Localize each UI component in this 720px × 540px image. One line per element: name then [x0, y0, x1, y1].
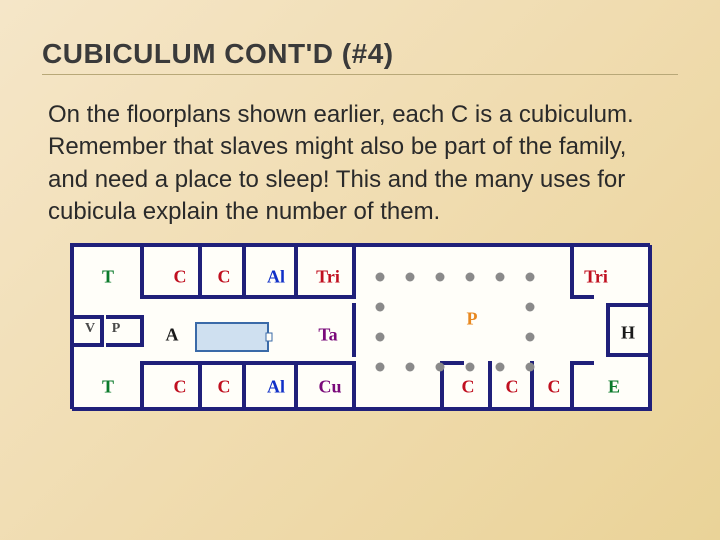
room-label-t: T — [102, 266, 114, 287]
column-dot — [526, 302, 535, 311]
room-label-cu: Cu — [318, 376, 341, 397]
column-dot — [466, 362, 475, 371]
room-label-a: A — [166, 324, 179, 345]
room-label-c: C — [506, 376, 519, 397]
column-dot — [376, 302, 385, 311]
room-label-c: C — [174, 376, 187, 397]
column-dot — [436, 272, 445, 281]
column-dot — [376, 332, 385, 341]
room-label-p: P — [112, 321, 121, 337]
column-dot — [406, 362, 415, 371]
room-label-al: Al — [267, 266, 285, 287]
room-label-tri: Tri — [584, 266, 608, 287]
floorplan-diagram: T V P T C C A C C Al Al Tri Ta Cu P C C C Tri H E — [70, 243, 650, 409]
room-label-v: V — [85, 321, 95, 337]
room-label-c: C — [174, 266, 187, 287]
page-title: CUBICULUM CONT'D (#4) — [42, 38, 678, 75]
room-label-c: C — [462, 376, 475, 397]
room-label-p: P — [467, 308, 478, 329]
column-dot — [376, 362, 385, 371]
room-label-c: C — [218, 376, 231, 397]
room-label-t: T — [102, 376, 114, 397]
impluvium — [196, 323, 268, 351]
column-dot — [496, 272, 505, 281]
column-dot — [496, 362, 505, 371]
column-dot — [526, 362, 535, 371]
column-dot — [466, 272, 475, 281]
column-dot — [376, 272, 385, 281]
column-dot — [526, 332, 535, 341]
column-dot — [436, 362, 445, 371]
room-label-tri: Tri — [316, 266, 340, 287]
room-label-h: H — [621, 322, 635, 343]
column-dot — [526, 272, 535, 281]
room-label-al: Al — [267, 376, 285, 397]
floorplan-container: T V P T C C A C C Al Al Tri Ta Cu P C C C Tri H E — [0, 243, 720, 409]
room-label-c: C — [548, 376, 561, 397]
body-paragraph: On the floorplans shown earlier, each C … — [0, 81, 720, 229]
room-label-e: E — [608, 376, 620, 397]
room-label-c: C — [218, 266, 231, 287]
floorplan-walls — [72, 245, 652, 411]
column-dot — [406, 272, 415, 281]
room-label-ta: Ta — [318, 324, 337, 345]
